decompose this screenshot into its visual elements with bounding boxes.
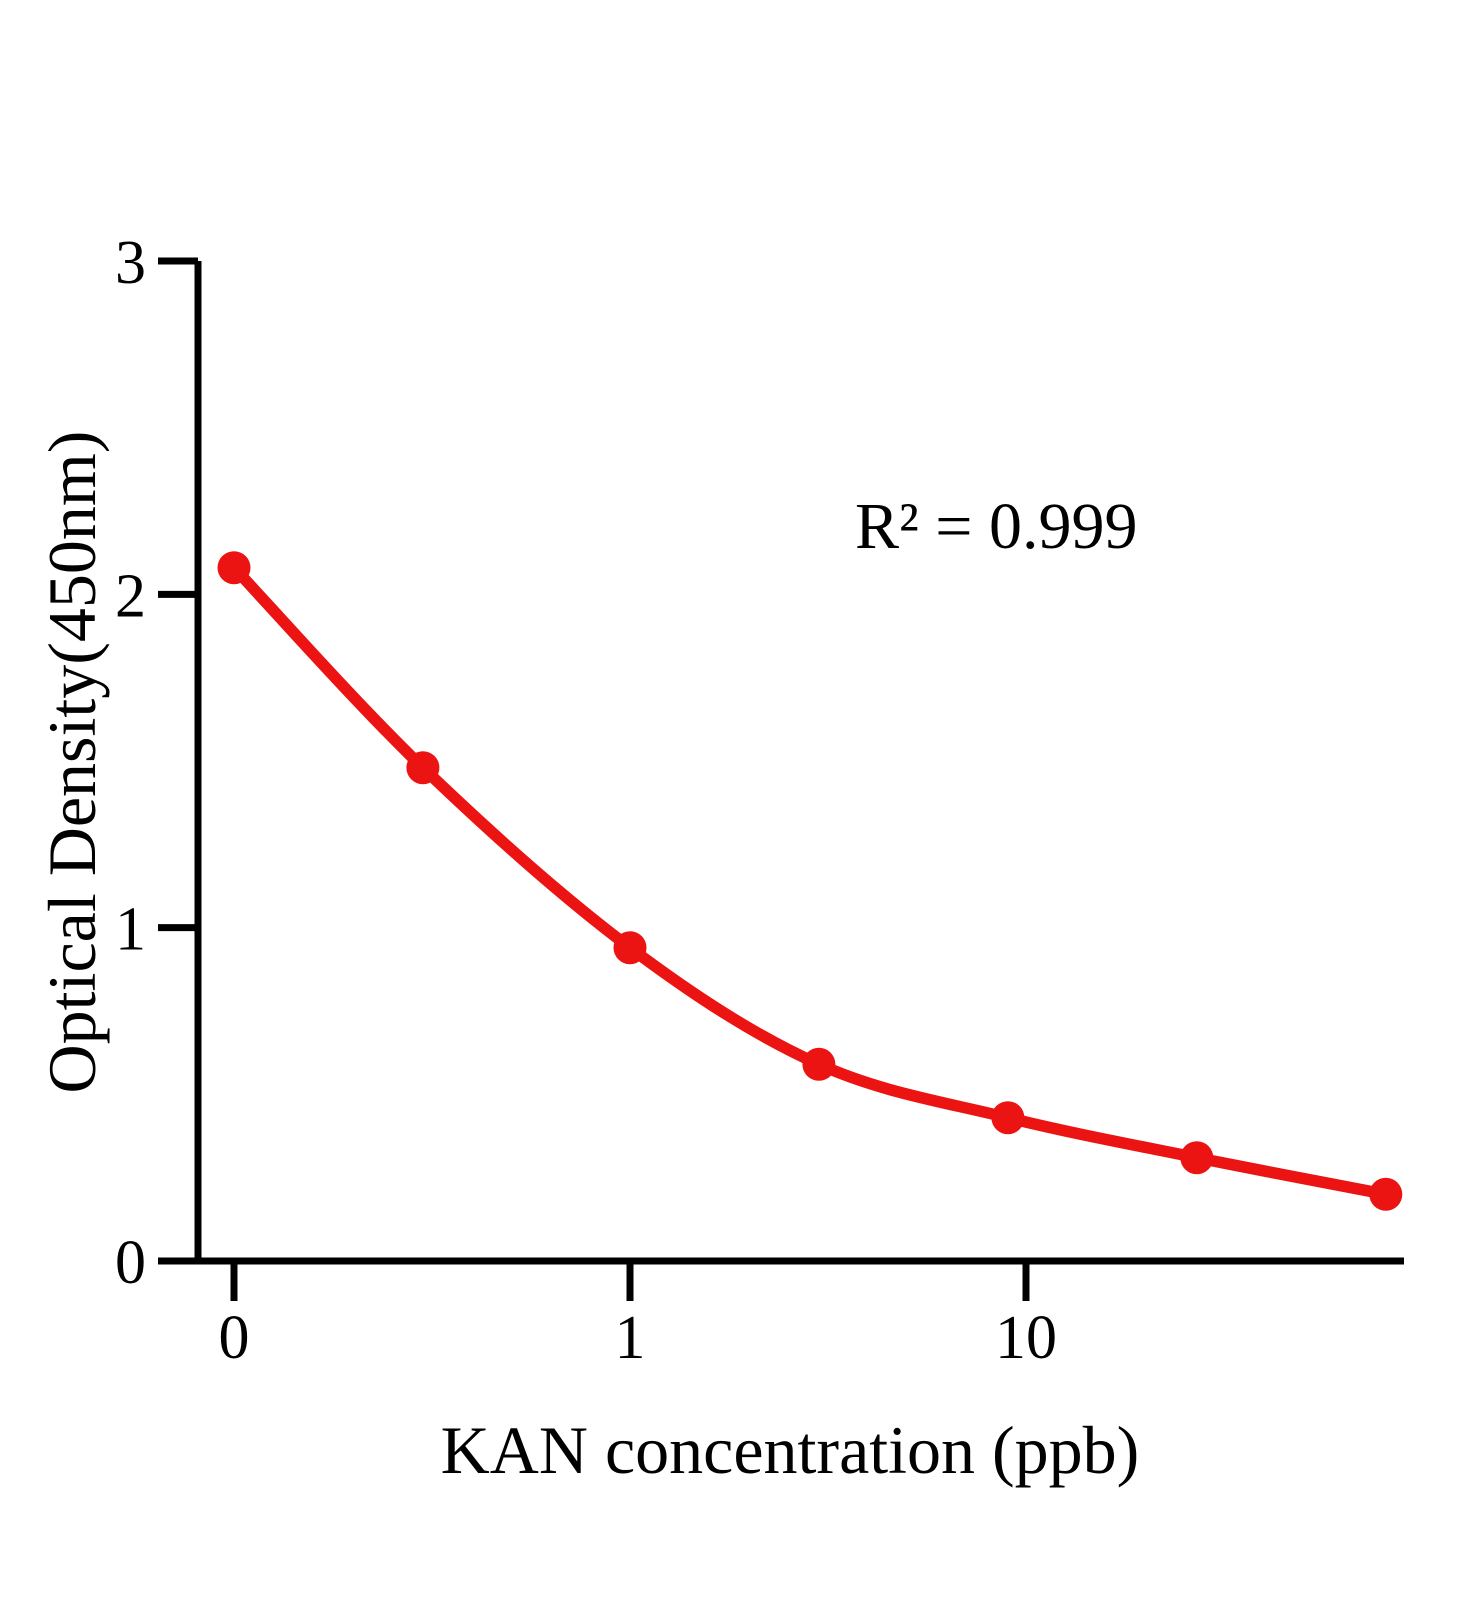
data-point <box>613 931 647 965</box>
x-axis-title: KAN concentration (ppb) <box>440 1412 1140 1488</box>
y-axis-title: Optical Density(450nm) <box>34 430 110 1094</box>
data-point <box>217 551 251 585</box>
y-tick-label: 0 <box>115 1229 146 1297</box>
y-tick-label: 3 <box>115 229 146 297</box>
y-tick-label: 1 <box>115 896 146 964</box>
x-tick-label: 0 <box>219 1304 250 1372</box>
x-tick-label: 10 <box>995 1304 1057 1372</box>
y-tick-label: 2 <box>115 562 146 630</box>
r-squared-annotation: R² = 0.999 <box>855 490 1138 563</box>
data-point <box>1369 1177 1403 1211</box>
data-point <box>991 1101 1025 1135</box>
x-tick-label: 1 <box>615 1304 646 1372</box>
data-point <box>406 751 440 785</box>
fit-curve <box>228 561 1392 1201</box>
data-point <box>1180 1141 1214 1175</box>
data-point <box>802 1047 836 1081</box>
